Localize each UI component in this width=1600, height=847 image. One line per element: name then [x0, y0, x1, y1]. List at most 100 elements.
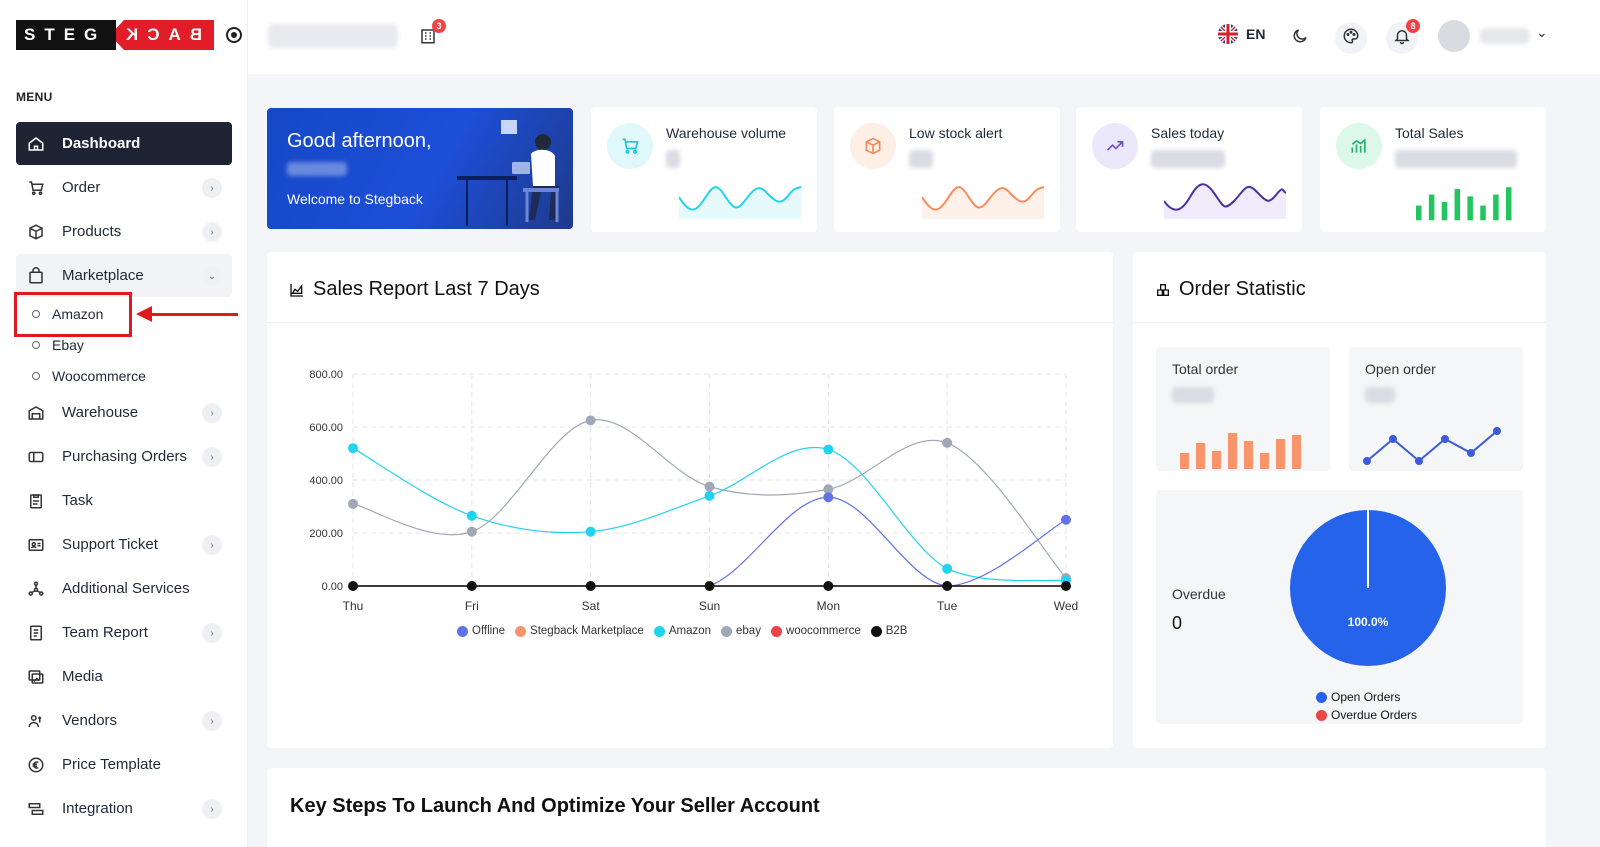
- sidebar-item-additional-services[interactable]: Additional Services: [16, 567, 232, 610]
- legend-label: woocommerce: [785, 625, 861, 637]
- data-point-ebay[interactable]: [823, 484, 834, 495]
- sales-line-chart: 0.00 200.00 400.00 600.00 800.00 Thu Fri Sat Sun…: [309, 369, 1078, 613]
- stat-label: Warehouse volume: [666, 125, 787, 141]
- user-avatar[interactable]: [1438, 20, 1470, 52]
- bell-icon: [1393, 27, 1411, 50]
- chevron-right-icon[interactable]: ›: [202, 711, 222, 731]
- sidebar-subitem-ebay[interactable]: Ebay: [16, 329, 232, 360]
- data-point-b2b[interactable]: [466, 581, 477, 591]
- data-point-ebay[interactable]: [704, 481, 715, 492]
- welcome-illustration: [457, 120, 559, 226]
- logo[interactable]: STEG BACK: [16, 20, 242, 50]
- sidebar-item-marketplace[interactable]: Marketplace ⌄: [16, 254, 232, 297]
- data-point-ebay[interactable]: [348, 498, 358, 509]
- sidebar-item-purchasing-orders[interactable]: Purchasing Orders ›: [16, 435, 232, 478]
- key-steps-title: Key Steps To Launch And Optimize Your Se…: [290, 795, 820, 817]
- logo-right-text: BACK: [117, 20, 214, 50]
- data-point-amazon[interactable]: [942, 563, 953, 574]
- legend-overdue-orders[interactable]: Overdue Orders: [1316, 706, 1417, 724]
- store-name-redacted[interactable]: [268, 24, 398, 48]
- sidebar-item-dashboard[interactable]: Dashboard: [16, 122, 232, 165]
- sidebar-item-order[interactable]: Order ›: [16, 166, 232, 209]
- data-point-b2b[interactable]: [1061, 581, 1071, 591]
- data-point-amazon[interactable]: [704, 490, 715, 501]
- moon-icon: [1291, 27, 1309, 50]
- theme-toggle-button[interactable]: [1284, 22, 1316, 54]
- open-order-label: Open order: [1365, 361, 1436, 377]
- annotation-arrow-line: [150, 313, 238, 316]
- sidebar-item-label: Vendors: [62, 712, 118, 729]
- sidebar-subitem-woocommerce[interactable]: Woocommerce: [16, 360, 232, 391]
- data-point-amazon[interactable]: [823, 444, 834, 455]
- data-point-b2b[interactable]: [704, 581, 715, 591]
- chevron-right-icon[interactable]: ›: [202, 799, 222, 819]
- chevron-down-icon[interactable]: ⌄: [202, 266, 222, 286]
- vendors-icon: [26, 711, 46, 731]
- data-point-amazon[interactable]: [466, 510, 477, 521]
- sidebar-item-team-report[interactable]: Team Report ›: [16, 611, 232, 654]
- stat-value-redacted: [1395, 150, 1517, 168]
- data-point-b2b[interactable]: [823, 581, 834, 591]
- data-point-ebay[interactable]: [942, 437, 953, 448]
- stores-button[interactable]: 3: [412, 19, 446, 54]
- stat-label: Low stock alert: [909, 125, 1003, 141]
- data-point-amazon[interactable]: [585, 526, 596, 537]
- chevron-right-icon[interactable]: ›: [202, 447, 222, 467]
- top-header: 3 EN 8 ⌄: [248, 0, 1600, 74]
- stat-card-total-sales: Total Sales: [1320, 107, 1546, 232]
- chevron-right-icon[interactable]: ›: [202, 403, 222, 423]
- sidebar-toggle-icon[interactable]: [226, 27, 242, 43]
- sidebar-item-products[interactable]: Products ›: [16, 210, 232, 253]
- legend-item[interactable]: woocommerce: [770, 625, 861, 637]
- sidebar-subitem-label: Ebay: [52, 336, 84, 353]
- sidebar-subitem-label: Woocommerce: [52, 367, 146, 384]
- data-point-ebay[interactable]: [466, 526, 477, 537]
- sidebar-item-price-template[interactable]: Price Template: [16, 743, 232, 786]
- data-point-b2b[interactable]: [942, 581, 953, 591]
- sales-report-title-text: Sales Report Last 7 Days: [313, 278, 540, 300]
- legend-open-orders[interactable]: Open Orders: [1316, 688, 1417, 706]
- data-point-ebay[interactable]: [585, 415, 596, 426]
- open-order-value-redacted: [1365, 387, 1395, 403]
- sidebar-item-media[interactable]: Media: [16, 655, 232, 698]
- sidebar-subitem-amazon[interactable]: Amazon: [16, 298, 232, 329]
- data-point-offline[interactable]: [1061, 514, 1071, 525]
- data-point-b2b[interactable]: [348, 581, 358, 591]
- chevron-right-icon[interactable]: ›: [202, 623, 222, 643]
- total-sales-bars: [1416, 187, 1512, 221]
- user-name-redacted[interactable]: [1480, 28, 1530, 44]
- data-point-b2b[interactable]: [585, 581, 596, 591]
- chevron-down-icon[interactable]: ⌄: [1536, 24, 1548, 40]
- legend-item[interactable]: Stegback Marketplace: [515, 625, 644, 637]
- legend-item[interactable]: Amazon: [653, 625, 711, 637]
- circle-icon: [32, 371, 40, 380]
- cart-icon: [26, 178, 46, 198]
- chevron-right-icon[interactable]: ›: [202, 222, 222, 242]
- total-order-value-redacted: [1172, 387, 1214, 403]
- data-point-offline[interactable]: [823, 492, 834, 503]
- sidebar-item-support-ticket[interactable]: Support Ticket ›: [16, 523, 232, 566]
- box-icon: [850, 123, 896, 169]
- chevron-right-icon[interactable]: ›: [202, 535, 222, 555]
- clipboard-icon: [26, 491, 46, 511]
- cart-icon: [607, 123, 653, 169]
- notifications-button[interactable]: 8: [1386, 19, 1420, 54]
- sidebar-item-task[interactable]: Task: [16, 479, 232, 522]
- sidebar-item-integration[interactable]: Integration ›: [16, 787, 232, 830]
- low-stock-sparkline: [922, 186, 1044, 219]
- language-selector[interactable]: EN: [1218, 24, 1265, 44]
- data-point-amazon[interactable]: [348, 443, 358, 454]
- palette-button[interactable]: [1335, 22, 1367, 54]
- trending-up-icon: [1092, 123, 1138, 169]
- open-order-card: Open order: [1349, 347, 1523, 471]
- legend-item[interactable]: B2B: [870, 625, 907, 637]
- legend-item[interactable]: ebay: [721, 625, 761, 637]
- stat-label: Sales today: [1151, 125, 1225, 141]
- sidebar-item-vendors[interactable]: Vendors ›: [16, 699, 232, 742]
- legend-label: ebay: [736, 625, 761, 637]
- legend-item[interactable]: Offline: [457, 625, 505, 637]
- chart-growth-icon: [1336, 123, 1382, 169]
- sidebar-item-warehouse[interactable]: Warehouse ›: [16, 391, 232, 434]
- chevron-right-icon[interactable]: ›: [202, 178, 222, 198]
- sidebar-item-label: Price Template: [62, 756, 161, 773]
